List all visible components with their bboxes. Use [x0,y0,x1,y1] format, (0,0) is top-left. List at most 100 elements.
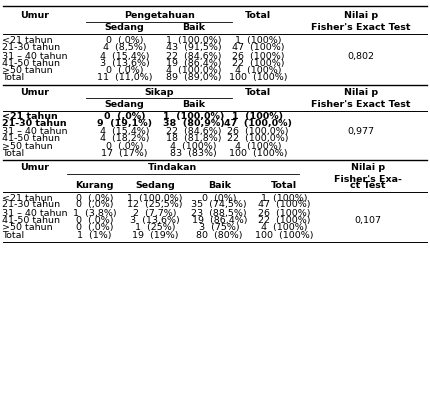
Text: 47  (100%): 47 (100%) [232,43,284,52]
Text: Total: Total [2,73,24,82]
Text: 2  (7,7%): 2 (7,7%) [133,209,177,218]
Text: 1  (100%): 1 (100%) [235,36,281,45]
Text: 3  (13,6%): 3 (13,6%) [100,59,150,68]
Text: 4  (8,5%): 4 (8,5%) [103,43,147,52]
Text: 100  (100%): 100 (100%) [255,231,313,239]
Text: 23  (88,5%): 23 (88,5%) [191,209,247,218]
Text: 26  (100%): 26 (100%) [258,209,310,218]
Text: 22  (100%): 22 (100%) [258,216,310,225]
Text: 21-30 tahun: 21-30 tahun [2,119,67,128]
Text: 0  (,0%): 0 (,0%) [104,112,145,121]
Text: 31 – 40 tahun: 31 – 40 tahun [2,127,68,136]
Text: 21-30 tahun: 21-30 tahun [2,200,60,209]
Text: 100  (100%): 100 (100%) [229,73,287,82]
Text: <21 tahun: <21 tahun [2,36,53,45]
Text: 1  (100%): 1 (100%) [261,194,307,202]
Text: Umur: Umur [20,11,49,19]
Text: 1  (100,0%): 1 (100,0%) [127,194,183,202]
Text: 4  (100,0%): 4 (100,0%) [166,66,221,75]
Text: 0  (,0%): 0 (,0%) [106,66,144,75]
Text: 18  (81,8%): 18 (81,8%) [166,135,221,143]
Text: 22  (100,0%): 22 (100,0%) [227,135,289,143]
Text: Nilai p: Nilai p [344,88,378,96]
Text: 100  (100%): 100 (100%) [229,149,287,158]
Text: 1  (100,0%): 1 (100,0%) [166,36,221,45]
Text: 1  (1%): 1 (1%) [77,231,112,239]
Text: 19  (19%): 19 (19%) [132,231,178,239]
Text: Total: Total [271,181,297,190]
Text: Total: Total [2,149,24,158]
Text: 47  (100%): 47 (100%) [258,200,310,209]
Text: 26  (100,0%): 26 (100,0%) [227,127,289,136]
Text: Kurang: Kurang [75,181,114,190]
Text: Sedang: Sedang [105,23,144,32]
Text: 89  (89,0%): 89 (89,0%) [166,73,221,82]
Text: 0  (,0%): 0 (,0%) [76,200,114,209]
Text: Sedang: Sedang [105,100,144,109]
Text: 9  (19,1%): 9 (19,1%) [97,119,152,128]
Text: 4  (100%): 4 (100%) [235,66,281,75]
Text: Baik: Baik [182,100,205,109]
Text: >50 tahun: >50 tahun [2,224,53,232]
Text: <21 tahun: <21 tahun [2,194,53,202]
Text: Fisher's Exact Test: Fisher's Exact Test [311,23,411,32]
Text: 31 – 40 tahun: 31 – 40 tahun [2,52,68,61]
Text: 4  (100%): 4 (100%) [261,224,307,232]
Text: Total: Total [245,11,271,19]
Text: 0  (,0%): 0 (,0%) [76,224,114,232]
Text: Nilai p: Nilai p [350,163,385,172]
Text: 22  (84,6%): 22 (84,6%) [166,127,221,136]
Text: 41-50 tahun: 41-50 tahun [2,216,60,225]
Text: 4  (100%): 4 (100%) [235,142,281,150]
Text: 47  (100,0%): 47 (100,0%) [224,119,292,128]
Text: 1  (25%): 1 (25%) [135,224,175,232]
Text: 1  (3,8%): 1 (3,8%) [73,209,117,218]
Text: <21 tahun: <21 tahun [2,112,58,121]
Text: Umur: Umur [20,88,49,96]
Text: 3  (13,6%): 3 (13,6%) [130,216,180,225]
Text: 41-50 tahun: 41-50 tahun [2,135,60,143]
Text: 35  (74,5%): 35 (74,5%) [191,200,247,209]
Text: 19  (86,4%): 19 (86,4%) [191,216,247,225]
Text: 38  (80,9%): 38 (80,9%) [163,119,224,128]
Text: 4  (18,2%): 4 (18,2%) [100,135,150,143]
Text: 0  (0%): 0 (0%) [202,194,237,202]
Text: 0  (,0%): 0 (,0%) [106,142,144,150]
Text: 31 – 40 tahun: 31 – 40 tahun [2,209,68,218]
Text: 0  (,0%): 0 (,0%) [76,216,114,225]
Text: 4  (100%): 4 (100%) [170,142,217,150]
Text: 17  (17%): 17 (17%) [101,149,148,158]
Text: 21-30 tahun: 21-30 tahun [2,43,60,52]
Text: Umur: Umur [20,163,49,172]
Text: 83  (83%): 83 (83%) [170,149,217,158]
Text: 0  (,0%): 0 (,0%) [106,36,144,45]
Text: 4  (15,4%): 4 (15,4%) [100,127,150,136]
Text: >50 tahun: >50 tahun [2,142,53,150]
Text: 26  (100%): 26 (100%) [232,52,284,61]
Text: Pengetahuan: Pengetahuan [124,11,194,19]
Text: 0,802: 0,802 [348,52,375,61]
Text: ct Test: ct Test [350,181,385,190]
Text: Total: Total [2,231,24,239]
Text: 3  (75%): 3 (75%) [199,224,240,232]
Text: >50 tahun: >50 tahun [2,66,53,75]
Text: 0,977: 0,977 [348,127,375,136]
Text: 43  (91,5%): 43 (91,5%) [166,43,221,52]
Text: Fisher's Exa-: Fisher's Exa- [334,175,402,184]
Text: Tindakan: Tindakan [147,163,197,172]
Text: 22  (100%): 22 (100%) [232,59,284,68]
Text: 19  (86,4%): 19 (86,4%) [166,59,221,68]
Text: 0  (,0%): 0 (,0%) [76,194,114,202]
Text: 1  (100,0%): 1 (100,0%) [163,112,224,121]
Text: Baik: Baik [182,23,205,32]
Text: 4  (15,4%): 4 (15,4%) [100,52,150,61]
Text: Fisher's Exact Test: Fisher's Exact Test [311,100,411,109]
Text: 1  (100%): 1 (100%) [233,112,283,121]
Text: Sedang: Sedang [135,181,175,190]
Text: Baik: Baik [208,181,231,190]
Text: 0,107: 0,107 [354,216,381,225]
Text: 41-50 tahun: 41-50 tahun [2,59,60,68]
Text: Sikap: Sikap [144,88,174,96]
Text: 22  (84,6%): 22 (84,6%) [166,52,221,61]
Text: 11  (11,0%): 11 (11,0%) [97,73,153,82]
